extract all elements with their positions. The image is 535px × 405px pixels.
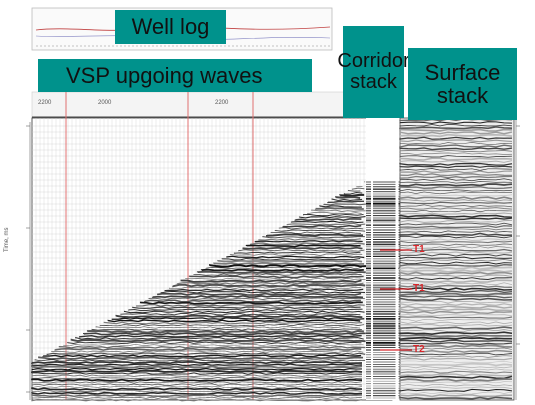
left-axis [26, 122, 31, 400]
well-log-label-text: Well log [131, 14, 210, 40]
surface-stack-panel [399, 117, 515, 401]
corridor-stack-panel [366, 118, 400, 400]
vsp-upgoing-waves [31, 181, 367, 402]
top-axis-tick-1: 2200 [38, 100, 52, 106]
horizon-markers [380, 249, 412, 351]
vsp-upgoing-label-text: VSP upgoing waves [66, 62, 263, 88]
corridor-stack-label: Corridor stack [337, 26, 410, 118]
corridor-label-line2: stack [350, 71, 397, 93]
well-log-label: Well log [115, 10, 226, 44]
horizon-label-t1-lower: T1 [413, 283, 425, 294]
horizon-label-t2: T2 [413, 344, 425, 355]
surface-label-line2: stack [436, 83, 489, 108]
surface-stack-label: Surface stack [408, 48, 517, 120]
top-axis-tick-3: 2200 [215, 100, 229, 106]
right-axis [515, 118, 520, 400]
corridor-label-line1: Corridor [337, 50, 410, 72]
horizon-label-t1-upper: T1 [413, 244, 425, 255]
left-axis-label: Time, ms [4, 227, 10, 252]
vsp-upgoing-label: VSP upgoing waves [38, 59, 312, 92]
top-axis-tick-2: 2000 [98, 100, 112, 106]
surface-label-line1: Surface [424, 59, 501, 85]
